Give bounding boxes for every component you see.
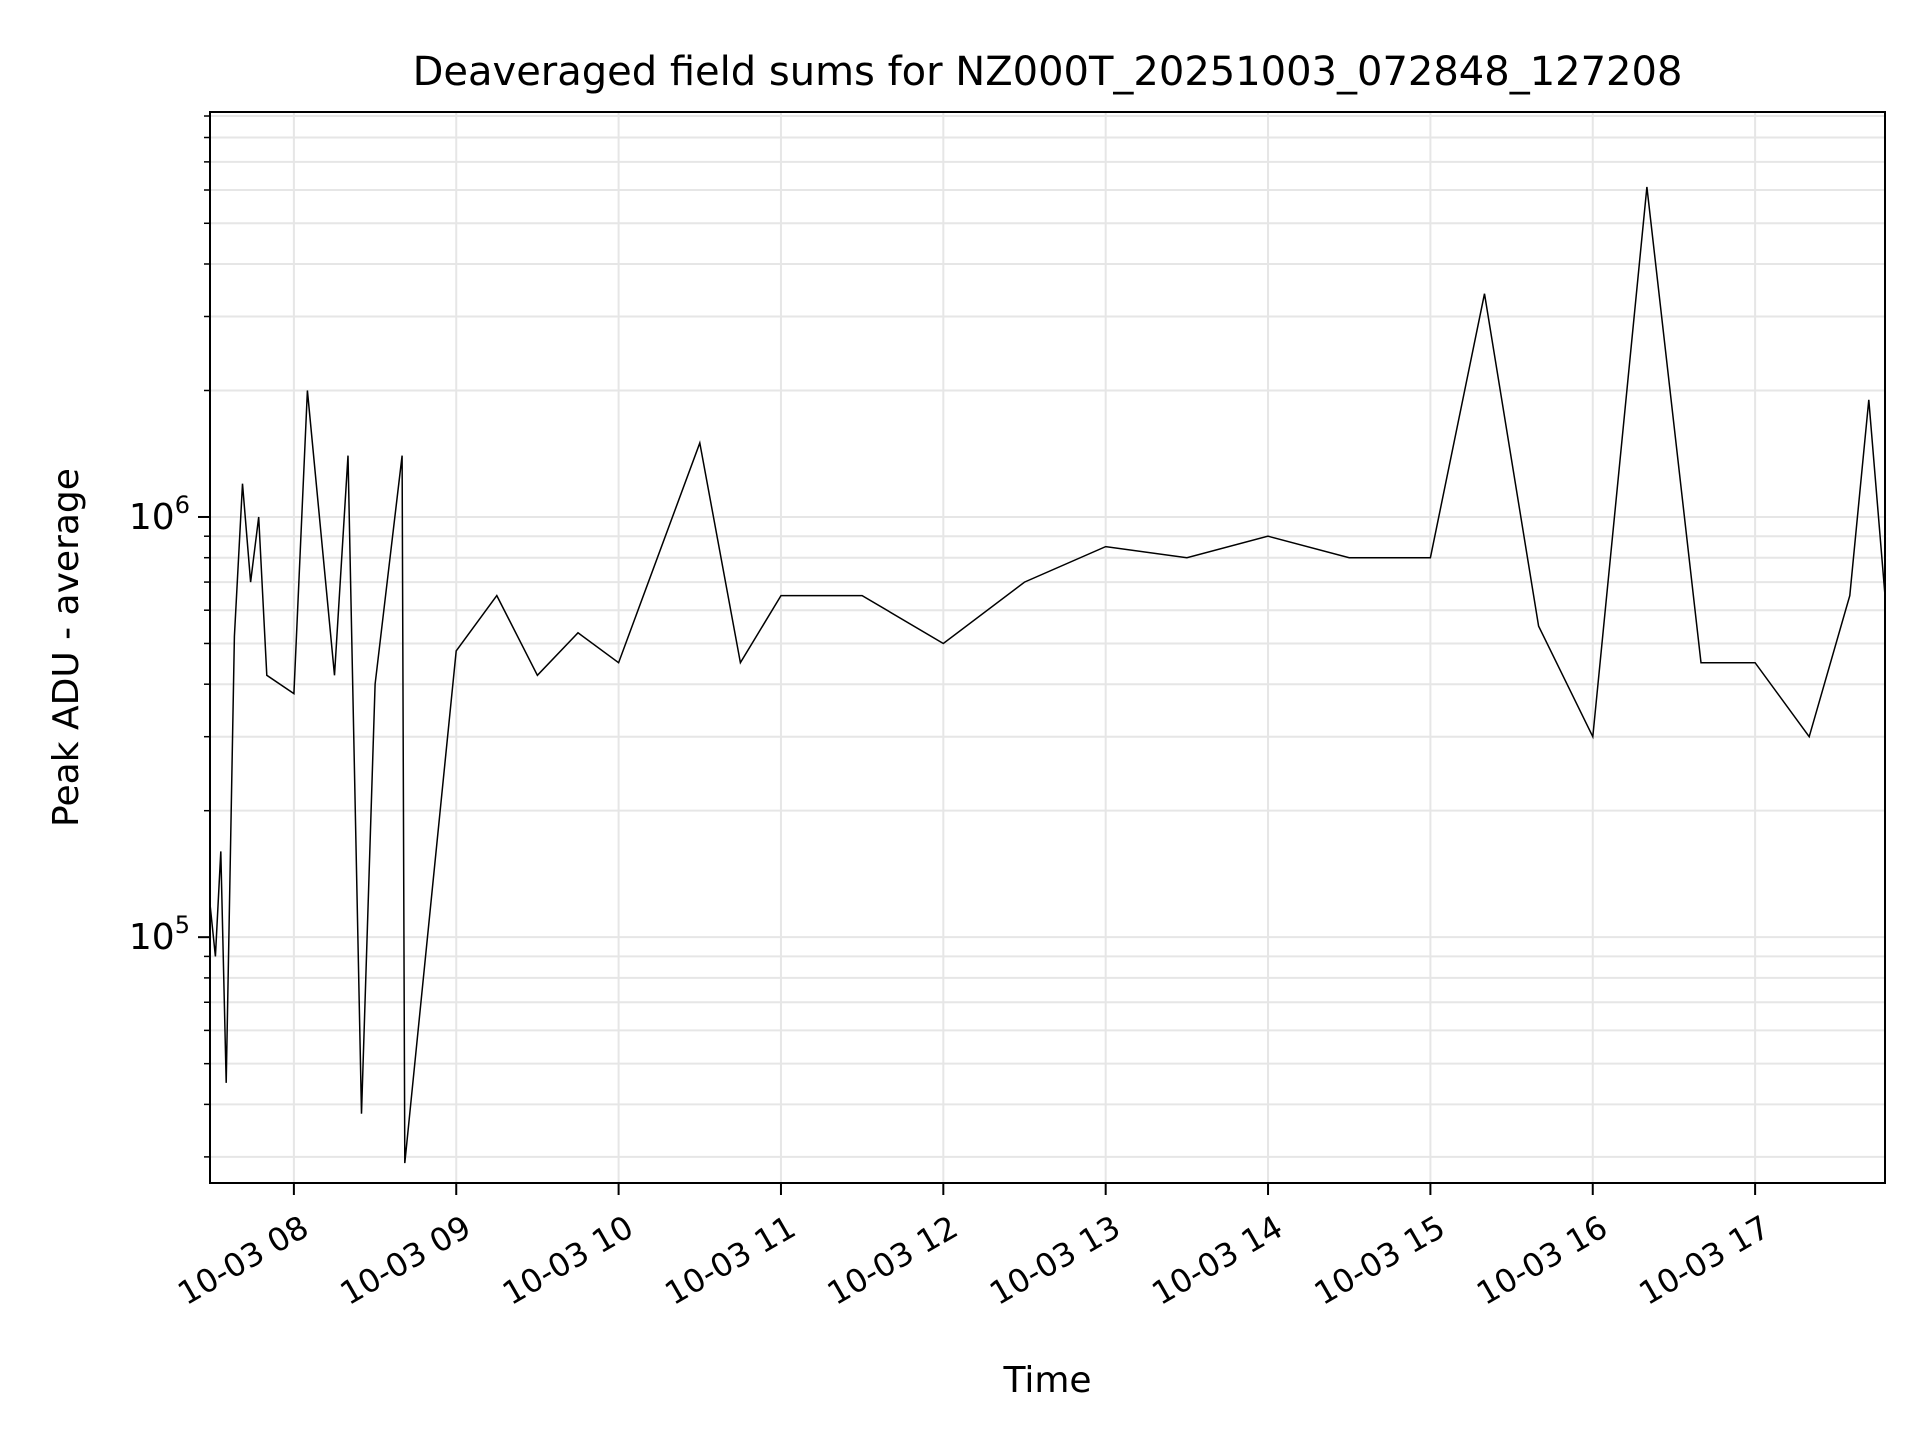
y-axis-ticks: 105 106 — [129, 115, 210, 1158]
series-line — [209, 186, 1886, 1164]
x-axis-label: Time — [1002, 1360, 1091, 1401]
y-axis-label: Peak ADU - average — [46, 468, 87, 827]
series — [209, 186, 1886, 1164]
plot-frame — [209, 111, 1886, 1184]
y-tick-label: 106 — [129, 491, 190, 538]
y-tick-label: 105 — [129, 911, 190, 958]
grid — [210, 112, 1885, 1183]
chart-title: Deaveraged field sums for NZ000T_2025100… — [413, 49, 1683, 95]
